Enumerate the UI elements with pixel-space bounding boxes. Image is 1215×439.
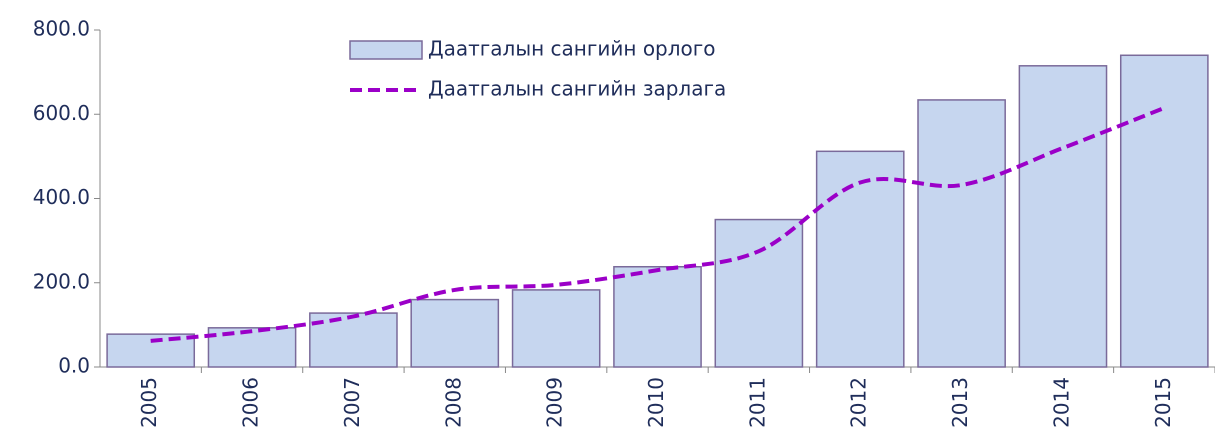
- x-tick-label: 2015: [1151, 377, 1175, 428]
- bar: [207, 327, 297, 368]
- y-tick-label: 800.0: [33, 17, 90, 41]
- bar: [1119, 54, 1209, 368]
- bar: [1018, 65, 1108, 368]
- x-tick-label: 2010: [644, 377, 668, 428]
- x-tick-label: 2006: [239, 377, 263, 428]
- x-tick-label: 2007: [340, 377, 364, 428]
- bar: [917, 99, 1006, 368]
- line: [150, 106, 1166, 343]
- bar: [613, 265, 702, 368]
- y-tick-label: 0.0: [58, 354, 90, 378]
- bar: [309, 312, 398, 368]
- x-tick-label: 2014: [1049, 377, 1073, 428]
- bar: [511, 289, 601, 368]
- x-tick-label: 2009: [543, 377, 567, 428]
- legend-label: Даатгалын сангийн зарлага: [428, 77, 726, 101]
- y-tick-label: 200.0: [33, 269, 90, 293]
- legend-label: Даатгалын сангийн орлого: [428, 37, 716, 61]
- bar: [410, 298, 500, 368]
- y-tick-label: 600.0: [33, 101, 90, 125]
- y-tick-label: 400.0: [33, 185, 90, 209]
- bar: [714, 218, 804, 368]
- x-tick-label: 2008: [441, 377, 465, 428]
- legend-swatch: [349, 40, 423, 60]
- x-tick-label: 2011: [745, 377, 769, 428]
- x-tick-label: 2012: [847, 377, 871, 428]
- x-tick-label: 2005: [137, 377, 161, 428]
- bar: [815, 150, 905, 368]
- x-tick-label: 2013: [948, 377, 972, 428]
